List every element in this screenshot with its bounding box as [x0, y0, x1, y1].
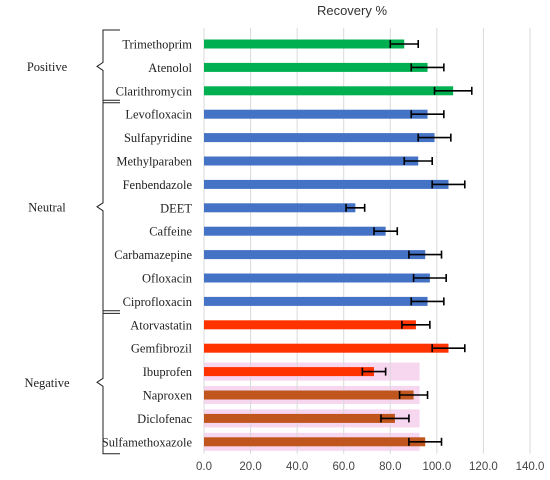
- group-bracket: [96, 99, 120, 314]
- bar-fenbendazole: [204, 179, 449, 189]
- bar-atorvastatin: [204, 320, 416, 330]
- error-bar-clarithromycin: [433, 86, 473, 95]
- group-label: Neutral: [28, 200, 66, 214]
- bar-methylparaben: [204, 156, 419, 166]
- category-label: Methylparaben: [116, 155, 192, 169]
- category-label: Ofloxacin: [142, 272, 193, 286]
- category-label: Clarithromycin: [116, 84, 193, 98]
- bar-sulfamethoxazole: [204, 437, 426, 447]
- error-bar-ibuprofen: [361, 367, 387, 376]
- category-label: Diclofenac: [137, 412, 192, 426]
- group-brackets: [96, 29, 120, 455]
- category-label: Caffeine: [149, 225, 192, 239]
- error-bar-sulfapyridine: [417, 133, 452, 142]
- bar-sulfapyridine: [204, 133, 435, 143]
- error-bar-deet: [345, 203, 366, 212]
- group-bracket: [96, 310, 120, 455]
- category-label: DEET: [160, 201, 192, 215]
- bar-ibuprofen: [204, 367, 374, 377]
- x-tick-label: 60.0: [333, 461, 355, 473]
- x-tick-label: 140.0: [516, 461, 545, 473]
- x-tick-label: 120.0: [469, 461, 498, 473]
- category-label: Atorvastatin: [130, 318, 193, 332]
- category-label: Sulfamethoxazole: [102, 435, 193, 449]
- category-label: Trimethoprim: [122, 38, 192, 52]
- bar-trimethoprim: [204, 39, 405, 49]
- category-label: Gemfibrozil: [131, 342, 193, 356]
- category-label: Fenbendazole: [123, 178, 193, 192]
- x-tick-label: 40.0: [286, 461, 308, 473]
- bars: [204, 39, 454, 447]
- gridlines: [203, 28, 531, 454]
- bar-levofloxacin: [204, 109, 428, 119]
- error-bars: [345, 40, 473, 446]
- x-tick-label: 0.0: [196, 461, 212, 473]
- category-label: Ibuprofen: [143, 365, 193, 379]
- bar-deet: [204, 203, 356, 213]
- x-tick-label: 80.0: [379, 461, 401, 473]
- category-label: Ciprofloxacin: [123, 295, 193, 309]
- error-bar-naproxen: [398, 391, 429, 399]
- error-bar-methylparaben: [403, 157, 434, 165]
- bar-clarithromycin: [204, 86, 454, 96]
- x-tick-label: 100.0: [422, 461, 451, 473]
- bar-caffeine: [204, 226, 386, 236]
- category-label: Levofloxacin: [125, 108, 192, 122]
- chart-title: Recovery %: [317, 3, 388, 18]
- bar-diclofenac: [204, 413, 395, 423]
- category-label: Sulfapyridine: [124, 131, 192, 145]
- error-bar-carbamazepine: [408, 250, 443, 259]
- error-bar-fenbendazole: [431, 180, 466, 189]
- error-bar-atorvastatin: [401, 320, 431, 329]
- group-label: Negative: [24, 376, 70, 390]
- error-bar-gemfibrozil: [431, 344, 466, 353]
- bar-naproxen: [204, 390, 414, 400]
- error-bar-atenolol: [410, 63, 445, 72]
- category-label: Carbamazepine: [114, 248, 192, 262]
- group-labels: Positive Neutral Negative: [24, 60, 70, 390]
- x-tick-labels: 0.0 20.0 40.0 60.0 80.0 100.0 120.0 140.0: [196, 461, 544, 473]
- bar-ofloxacin: [204, 273, 430, 283]
- error-bar-levofloxacin: [410, 110, 445, 119]
- bar-gemfibrozil: [204, 343, 449, 353]
- category-label: Naproxen: [143, 389, 193, 403]
- bar-ciprofloxacin: [204, 296, 428, 306]
- bar-carbamazepine: [204, 250, 426, 260]
- error-bar-trimethoprim: [389, 40, 420, 48]
- category-labels: Trimethoprim Atenolol Clarithromycin Levofl…: [102, 38, 193, 450]
- group-label: Positive: [27, 60, 68, 74]
- error-bar-sulfamethoxazole: [408, 437, 443, 446]
- category-label: Atenolol: [148, 61, 192, 75]
- error-bar-ciprofloxacin: [410, 297, 445, 306]
- error-bar-caffeine: [373, 227, 399, 236]
- error-bar-ofloxacin: [412, 274, 447, 282]
- error-bar-diclofenac: [380, 414, 410, 423]
- bar-atenolol: [204, 62, 428, 72]
- x-tick-label: 20.0: [239, 461, 261, 473]
